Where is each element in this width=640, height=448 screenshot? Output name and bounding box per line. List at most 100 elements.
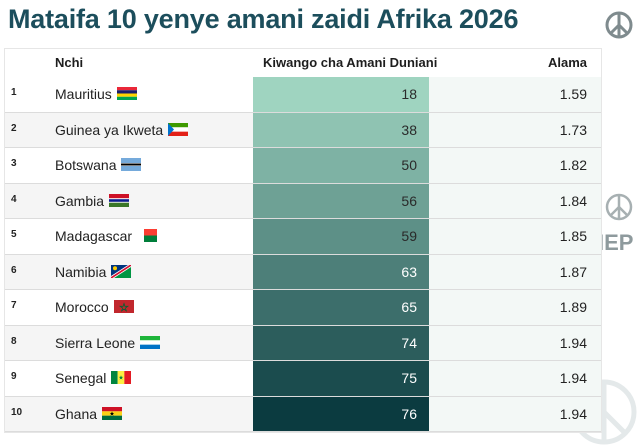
table-row: 4 Gambia 56 1.84: [5, 183, 601, 219]
score-value: 1.94: [559, 405, 587, 422]
row-background: [5, 396, 253, 431]
world-rank-value: 18: [401, 86, 417, 102]
world-rank-cell: 63: [253, 254, 429, 289]
rank-number: 6: [11, 264, 17, 276]
rank-number: 3: [11, 158, 17, 169]
row-score-background: [429, 183, 601, 218]
header-score: Alama: [547, 55, 587, 70]
rank-number: 9: [11, 371, 17, 382]
table-header: Nchi Kiwango cha Amani Duniani Alama: [5, 49, 601, 77]
rank-number: 2: [11, 122, 17, 134]
senegal-flag-icon: [111, 371, 132, 384]
row-background: [5, 219, 253, 254]
row-score-background: [429, 77, 601, 112]
world-rank-value: 38: [401, 121, 417, 138]
world-rank-cell: 76: [253, 396, 429, 431]
world-rank-value: 63: [401, 263, 417, 280]
table-body: 1 Mauritius 18 1.59 2 Guinea ya Ikweta 38 1.73 3…: [5, 77, 601, 432]
gambia-flag-icon: [109, 193, 130, 207]
table-row: 5 Madagascar 59 1.85: [5, 219, 601, 255]
rank-number: 4: [11, 193, 17, 205]
world-rank-value: 75: [401, 370, 417, 386]
table-row: 10 Ghana 76 1.94: [5, 396, 601, 432]
country-name: Senegal: [55, 370, 107, 386]
country-name: Madagascar: [55, 228, 133, 244]
country-name: Namibia: [55, 263, 107, 280]
row-score-background: [429, 219, 601, 254]
row-score-background: [429, 148, 601, 183]
row-background: [5, 325, 253, 360]
country-cell: Botswana: [55, 157, 142, 173]
row-score-background: [429, 112, 601, 147]
table-row: 1 Mauritius 18 1.59: [5, 77, 601, 113]
score-value: 1.59: [559, 86, 587, 102]
score-value: 1.89: [559, 299, 587, 315]
country-name: Mauritius: [55, 86, 112, 102]
country-name: Sierra Leone: [55, 334, 136, 351]
world-rank-value: 65: [401, 299, 417, 315]
world-rank-value: 74: [401, 334, 417, 351]
score-value: 1.87: [559, 263, 587, 280]
world-rank-cell: 65: [253, 290, 429, 325]
world-rank-cell: 56: [253, 183, 429, 218]
country-name: Gambia: [55, 192, 105, 209]
country-cell: Mauritius: [55, 86, 137, 102]
row-score-background: [429, 290, 601, 325]
chart-title: Mataifa 10 yenye amani zaidi Afrika 2026: [8, 4, 519, 34]
world-rank-value: 59: [401, 228, 417, 244]
country-cell: Guinea ya Ikweta: [55, 121, 189, 138]
country-name: Botswana: [55, 157, 117, 173]
mauritius-flag-icon: [116, 87, 137, 100]
sierra-leone-flag-icon: [140, 335, 161, 349]
score-value: 1.94: [559, 370, 587, 386]
header-world-rank: Kiwango cha Amani Duniani: [263, 55, 438, 70]
score-value: 1.73: [559, 121, 587, 138]
world-rank-cell: 50: [253, 148, 429, 183]
country-name: Ghana: [55, 405, 98, 422]
row-score-background: [429, 396, 601, 431]
rank-number: 10: [11, 406, 23, 418]
rank-number: 1: [11, 87, 17, 98]
table-row: 3 Botswana 50 1.82: [5, 148, 601, 184]
country-cell: Gambia: [55, 192, 130, 209]
morocco-flag-icon: [113, 300, 134, 313]
country-cell: Namibia: [55, 263, 132, 280]
world-rank-value: 56: [401, 192, 417, 209]
world-rank-cell: 59: [253, 219, 429, 254]
row-score-background: [429, 361, 601, 396]
table-row: 6 Namibia 63 1.87: [5, 254, 601, 290]
world-rank-cell: 74: [253, 325, 429, 360]
rank-number: 7: [11, 300, 17, 311]
madagascar-flag-icon: [137, 229, 158, 242]
world-rank-value: 50: [401, 157, 417, 173]
table-row: 7 Morocco 65 1.89: [5, 290, 601, 326]
equatorial-guinea-flag-icon: [168, 122, 189, 136]
score-value: 1.82: [559, 157, 587, 173]
row-score-background: [429, 325, 601, 360]
score-value: 1.85: [559, 228, 587, 244]
peace-symbol-icon: [605, 11, 633, 39]
world-rank-value: 76: [401, 405, 417, 422]
peace-symbol-icon: [605, 193, 633, 221]
rank-number: 8: [11, 335, 17, 347]
header-country: Nchi: [55, 55, 84, 70]
score-value: 1.84: [559, 192, 587, 209]
country-cell: Morocco: [55, 299, 134, 315]
table-row: 9 Senegal 75 1.94: [5, 361, 601, 397]
country-cell: Sierra Leone: [55, 334, 161, 351]
rank-number: 5: [11, 229, 17, 240]
country-name: Guinea ya Ikweta: [55, 121, 164, 138]
table-row: 8 Sierra Leone 74 1.94: [5, 325, 601, 361]
score-value: 1.94: [559, 334, 587, 351]
iep-logo: IEP: [598, 230, 634, 255]
world-rank-cell: 75: [253, 361, 429, 396]
world-rank-cell: 38: [253, 112, 429, 147]
table-row: 2 Guinea ya Ikweta 38 1.73: [5, 112, 601, 148]
country-cell: Senegal: [55, 370, 132, 386]
row-score-background: [429, 254, 601, 289]
country-cell: Madagascar: [55, 228, 158, 244]
namibia-flag-icon: [111, 264, 132, 278]
ghana-flag-icon: [102, 406, 123, 420]
botswana-flag-icon: [121, 158, 142, 171]
country-cell: Ghana: [55, 405, 123, 422]
